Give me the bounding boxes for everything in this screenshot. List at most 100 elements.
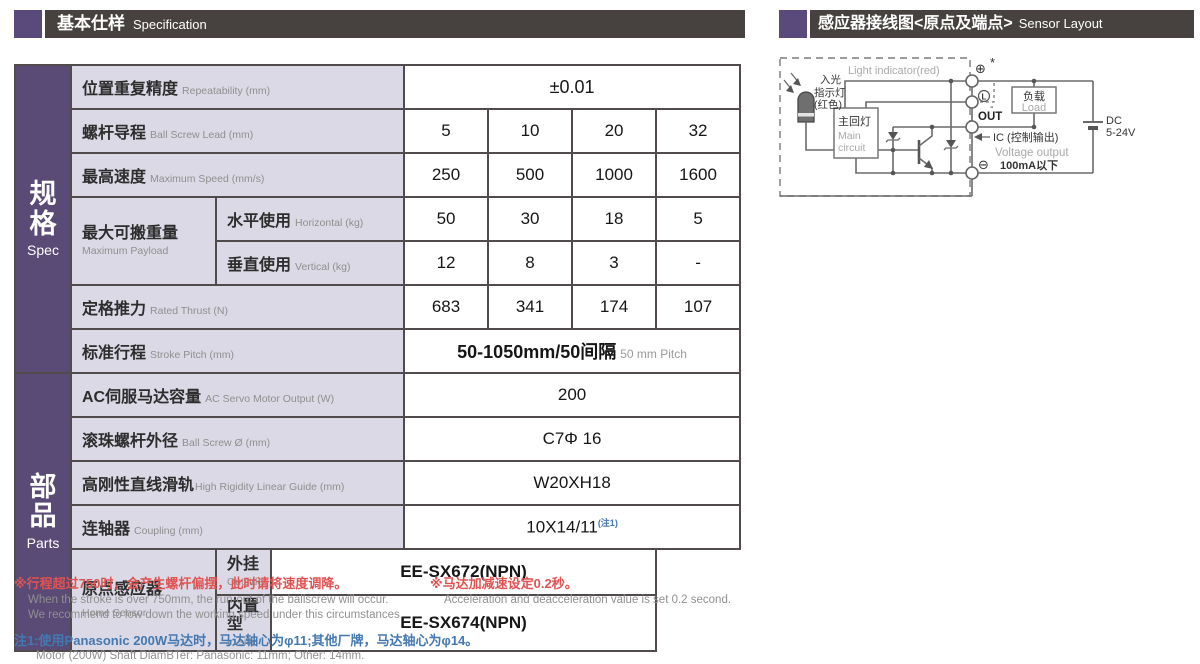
ic-output-arrow — [974, 133, 990, 141]
row-label-stroke: 标准行程 Stroke Pitch (mm) — [69, 328, 406, 374]
light-indicator-label: Light indicator(red) — [848, 65, 940, 77]
value-thrust-3: 174 — [571, 284, 658, 330]
value-vertical-2: 8 — [487, 240, 574, 286]
sub-label-vertical: 垂直使用 Vertical (kg) — [214, 240, 406, 286]
dc-label: DC — [1106, 115, 1122, 127]
value-vertical-3: 3 — [571, 240, 658, 286]
label-zh: AC伺服马达容量 — [82, 389, 202, 406]
acceleration-note-zh: ※马达加减速设定0.2秒。 — [430, 576, 578, 591]
purple-accent-square — [779, 10, 807, 38]
value-lead-4: 32 — [655, 108, 742, 154]
value-text: EE-SX672(NPN) — [400, 562, 527, 581]
table-row: 滚珠螺杆外径 Ball Screw Ø (mm) C7Φ 16 — [15, 416, 742, 462]
svg-text:-: - — [990, 101, 994, 113]
sub-label-inside: 内置型 In side — [215, 594, 272, 652]
value-home-sensor-inside: EE-SX674(NPN) — [269, 594, 658, 652]
optional-l-connection — [980, 83, 995, 103]
value-horizontal-1: 50 — [403, 196, 490, 242]
label-zh: 最大可搬重量 — [82, 225, 179, 243]
incoming-light-label: 入光 — [820, 73, 841, 86]
current-limit-label: 100mA以下 — [1000, 159, 1058, 172]
value-speed-2: 500 — [487, 152, 574, 198]
zener-diode-right — [943, 81, 959, 173]
label-zh: 连轴器 — [82, 521, 131, 538]
band-label-zh: 规格 — [29, 179, 57, 239]
section-band-spec: 规格 Spec — [14, 64, 72, 374]
label-zh: 最高速度 — [82, 169, 147, 186]
value-thrust-4: 107 — [655, 284, 742, 330]
label-en: Coupling (mm) — [134, 525, 203, 537]
battery-icon — [1083, 81, 1103, 173]
row-label-max-payload: 最大可搬重量 Maximum Payload — [70, 196, 217, 286]
value-ball-screw-dia: C7Φ 16 — [403, 416, 742, 462]
terminal-circles — [965, 74, 979, 180]
spec-header-bar: 基本仕样 Specification — [45, 10, 745, 38]
row-label-repeatability: 位置重复精度 Repeatability (mm) — [69, 64, 406, 110]
purple-accent-square — [14, 10, 42, 38]
value-horizontal-3: 18 — [571, 196, 658, 242]
value-lead-1: 5 — [403, 108, 490, 154]
spec-header-title-zh: 基本仕样 — [57, 14, 125, 33]
table-row: 规格 Spec 位置重复精度 Repeatability (mm) ±0.01 — [14, 64, 742, 374]
label-zh: 标准行程 — [82, 345, 147, 362]
sensor-header-title-zh: 感应器接线图<原点及端点> — [818, 15, 1013, 32]
band-label-zh: 部品 — [29, 472, 57, 532]
row-label-motor-output: AC伺服马达容量 AC Servo Motor Output (W) — [69, 372, 406, 418]
spec-header-title-en: Specification — [133, 17, 207, 32]
table-row: 高刚性直线滑轨High Rigidity Linear Guide (mm) W… — [15, 460, 742, 506]
value-home-sensor-outside: EE-SX672(NPN) — [269, 548, 658, 596]
table-row: 垂直使用 Vertical (kg) 12 8 3 - — [15, 240, 742, 286]
led-wire — [805, 122, 834, 151]
label-en: Home Sensor — [82, 607, 147, 620]
label-zh: 位置重复精度 — [82, 81, 179, 98]
value-speed-4: 1600 — [655, 152, 742, 198]
row-label-coupling: 连轴器 Coupling (mm) — [69, 504, 406, 550]
spec-section-header: 基本仕样 Specification — [14, 10, 745, 38]
label-en: High Rigidity Linear Guide (mm) — [195, 481, 345, 493]
label-en: Horizontal (kg) — [295, 217, 364, 229]
label-zh: 定格推力 — [82, 301, 147, 318]
sensor-header-title-en: Sensor Layout — [1018, 16, 1103, 31]
row-label-ball-screw-lead: 螺杆导程 Ball Screw Lead (mm) — [69, 108, 406, 154]
sub-label-outside: 外挂 Outside — [215, 548, 272, 596]
value-speed-3: 1000 — [571, 152, 658, 198]
main-circuit-box — [833, 107, 879, 159]
value-text: 10X14/11 — [526, 517, 598, 537]
stroke-warning-en1: When the stroke is over 750mm, the run-o… — [28, 593, 389, 606]
plus-terminal-symbol: ⊕ — [975, 61, 986, 76]
table-row: 定格推力 Rated Thrust (N) 683 341 174 107 — [15, 284, 742, 330]
label-en: Rated Thrust (N) — [150, 305, 229, 317]
value-speed-1: 250 — [403, 152, 490, 198]
table-row: 内置型 In side EE-SX674(NPN) — [15, 594, 740, 652]
zener-diode-left — [885, 127, 901, 173]
value-repeatability: ±0.01 — [403, 64, 742, 110]
label-zh: 螺杆导程 — [82, 125, 147, 142]
coupling-footnote: 注1:使用Panasonic 200W马达时，马达轴心为φ11;其他厂牌，马达轴… — [14, 632, 774, 664]
svg-text:L: L — [982, 93, 987, 102]
indicator-label-zh: 指示灯 — [814, 86, 846, 99]
value-lead-3: 20 — [571, 108, 658, 154]
incoming-light-arrows — [783, 72, 801, 93]
table-row: 标准行程 Stroke Pitch (mm) 50-1050mm/50间隔 50 m… — [15, 328, 742, 374]
indicator-color-label: (红色) — [814, 98, 842, 111]
table-row: 部品 Parts AC伺服马达容量 AC Servo Motor Output (… — [14, 372, 742, 652]
value-vertical-1: 12 — [403, 240, 490, 286]
label-en: Maximum Speed (mm/s) — [150, 173, 265, 185]
label-en: Outside — [227, 575, 264, 588]
coupling-footnote-zh: 注1:使用Panasonic 200W马达时，马达轴心为φ11;其他厂牌，马达轴… — [14, 632, 479, 648]
value-lead-2: 10 — [487, 108, 574, 154]
label-en: Vertical (kg) — [295, 261, 351, 273]
transistor-icon — [917, 127, 933, 173]
label-zh: 内置型 — [227, 598, 260, 634]
plus-wire — [844, 80, 966, 108]
main-circuit-label-zh: 主回灯 — [838, 115, 871, 128]
voltage-output-label: Voltage output — [995, 147, 1069, 159]
acceleration-note: ※马达加减速设定0.2秒。 Acceleration and deacceler… — [430, 576, 731, 608]
l-terminal-mark: L - — [977, 89, 994, 113]
label-en: Maximum Payload — [82, 244, 169, 257]
load-box — [1011, 86, 1057, 114]
value-text: EE-SX674(NPN) — [400, 612, 527, 632]
row-label-linear-guide: 高刚性直线滑轨High Rigidity Linear Guide (mm) — [69, 460, 406, 506]
table-row: 螺杆导程 Ball Screw Lead (mm) 5 10 20 32 — [15, 108, 742, 154]
